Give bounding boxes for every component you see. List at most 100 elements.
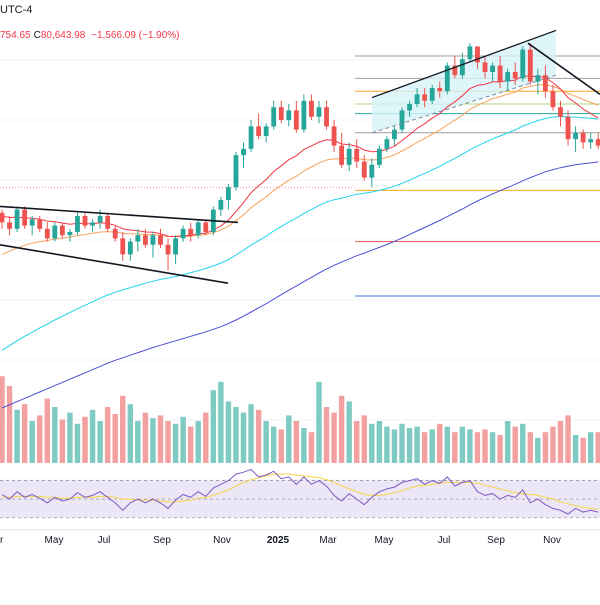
volume-bar — [240, 412, 247, 463]
volume-bar — [195, 421, 201, 463]
volume-bar — [308, 432, 315, 463]
candle-body — [580, 132, 586, 143]
candle-body — [482, 62, 488, 72]
volume-bar — [587, 432, 594, 463]
volume-bar — [142, 412, 149, 463]
candle-body — [429, 88, 435, 101]
volume-bar — [14, 409, 20, 463]
volume-bar — [354, 421, 360, 463]
candle-body — [158, 235, 163, 245]
volume-bar — [210, 390, 217, 463]
candle-body — [29, 219, 35, 226]
candle-body — [452, 65, 458, 76]
volume-bar — [104, 407, 111, 463]
candle-body — [520, 49, 526, 79]
candle-body — [467, 46, 473, 60]
volume-bar — [489, 432, 496, 463]
candle-body — [150, 235, 156, 245]
candle-body — [399, 110, 405, 130]
volume-bar — [527, 432, 534, 463]
x-tick-label: May — [45, 535, 64, 546]
volume-bar — [504, 421, 511, 463]
volume-bar — [263, 421, 269, 463]
timezone-label: UTC-4 — [0, 4, 33, 16]
candle-body — [309, 100, 314, 117]
candle-body — [339, 145, 345, 165]
volume-bar — [120, 395, 126, 463]
candle-body — [112, 228, 118, 239]
volume-bar — [301, 428, 307, 463]
volume-bar — [203, 412, 209, 463]
candle-body — [293, 110, 299, 130]
volume-bar — [187, 426, 194, 463]
candle-body — [241, 148, 246, 156]
volume-bar — [59, 419, 66, 463]
candle-body — [248, 126, 254, 149]
close-label: C — [33, 30, 41, 41]
candle-body — [354, 148, 360, 162]
ema-fast-line — [1, 75, 599, 238]
volume-bar — [474, 432, 481, 463]
volume-bar — [572, 435, 579, 463]
candle-body — [505, 72, 511, 82]
candle-body — [459, 59, 465, 76]
volume-bar — [414, 426, 420, 463]
candle-body — [37, 219, 43, 229]
candle-body — [0, 212, 5, 223]
volume-bar — [459, 426, 466, 463]
moving-averages — [1, 75, 599, 409]
volume-bar — [165, 421, 171, 463]
volume-bar — [482, 429, 488, 463]
candle-body — [226, 187, 231, 200]
candle-body — [376, 148, 382, 165]
channel-area — [372, 30, 556, 133]
candle-body — [346, 148, 352, 165]
x-tick-label: Mar — [319, 535, 337, 546]
volume-bar — [331, 412, 337, 463]
ohlc-readout: 754.65 C80,643.98 −1,566.09 (−1.90%) — [0, 30, 183, 41]
volume-bar — [452, 432, 458, 463]
trendline-lower — [0, 244, 229, 284]
candle-body — [384, 139, 390, 149]
candle-body — [392, 129, 397, 140]
candle-body — [286, 110, 292, 120]
volume-bar — [421, 432, 428, 463]
volume-bar — [225, 401, 232, 463]
candle-body — [180, 228, 186, 239]
volume-bar — [391, 429, 398, 463]
candle-body — [422, 94, 428, 101]
candle-body — [271, 107, 277, 127]
candle-body — [120, 238, 126, 255]
candle-body — [414, 94, 420, 104]
volume-bar — [497, 435, 503, 463]
volume-bar — [444, 426, 450, 463]
candle-body — [444, 65, 450, 92]
time-axis: r May Jul Sep Nov 2025 Mar May Jul Sep Nov — [0, 529, 600, 546]
volume-bar — [595, 432, 600, 463]
volume-bar — [112, 414, 118, 463]
channel-upper — [371, 29, 557, 99]
candle-body — [127, 241, 133, 255]
low-value: 754.65 — [0, 30, 31, 41]
rsi-pane — [0, 468, 600, 519]
volume-bar — [293, 421, 300, 463]
volume-bar — [89, 409, 96, 463]
candle-body — [135, 235, 141, 242]
volume-bar — [29, 421, 35, 463]
volume-bar — [376, 421, 383, 463]
volume-bar — [21, 404, 28, 463]
volume-bar — [44, 398, 50, 463]
volume-bar — [316, 381, 322, 463]
volume-bar — [520, 423, 526, 463]
candle-body — [22, 209, 28, 226]
volume-bar — [467, 429, 473, 463]
candle-body — [595, 139, 600, 146]
candle-body — [301, 100, 307, 130]
volume-bar — [338, 395, 345, 463]
volume-bar — [67, 412, 73, 463]
volume-bar — [82, 416, 88, 463]
candle-body — [203, 222, 209, 232]
chart-header: UTC-4 — [0, 4, 32, 16]
